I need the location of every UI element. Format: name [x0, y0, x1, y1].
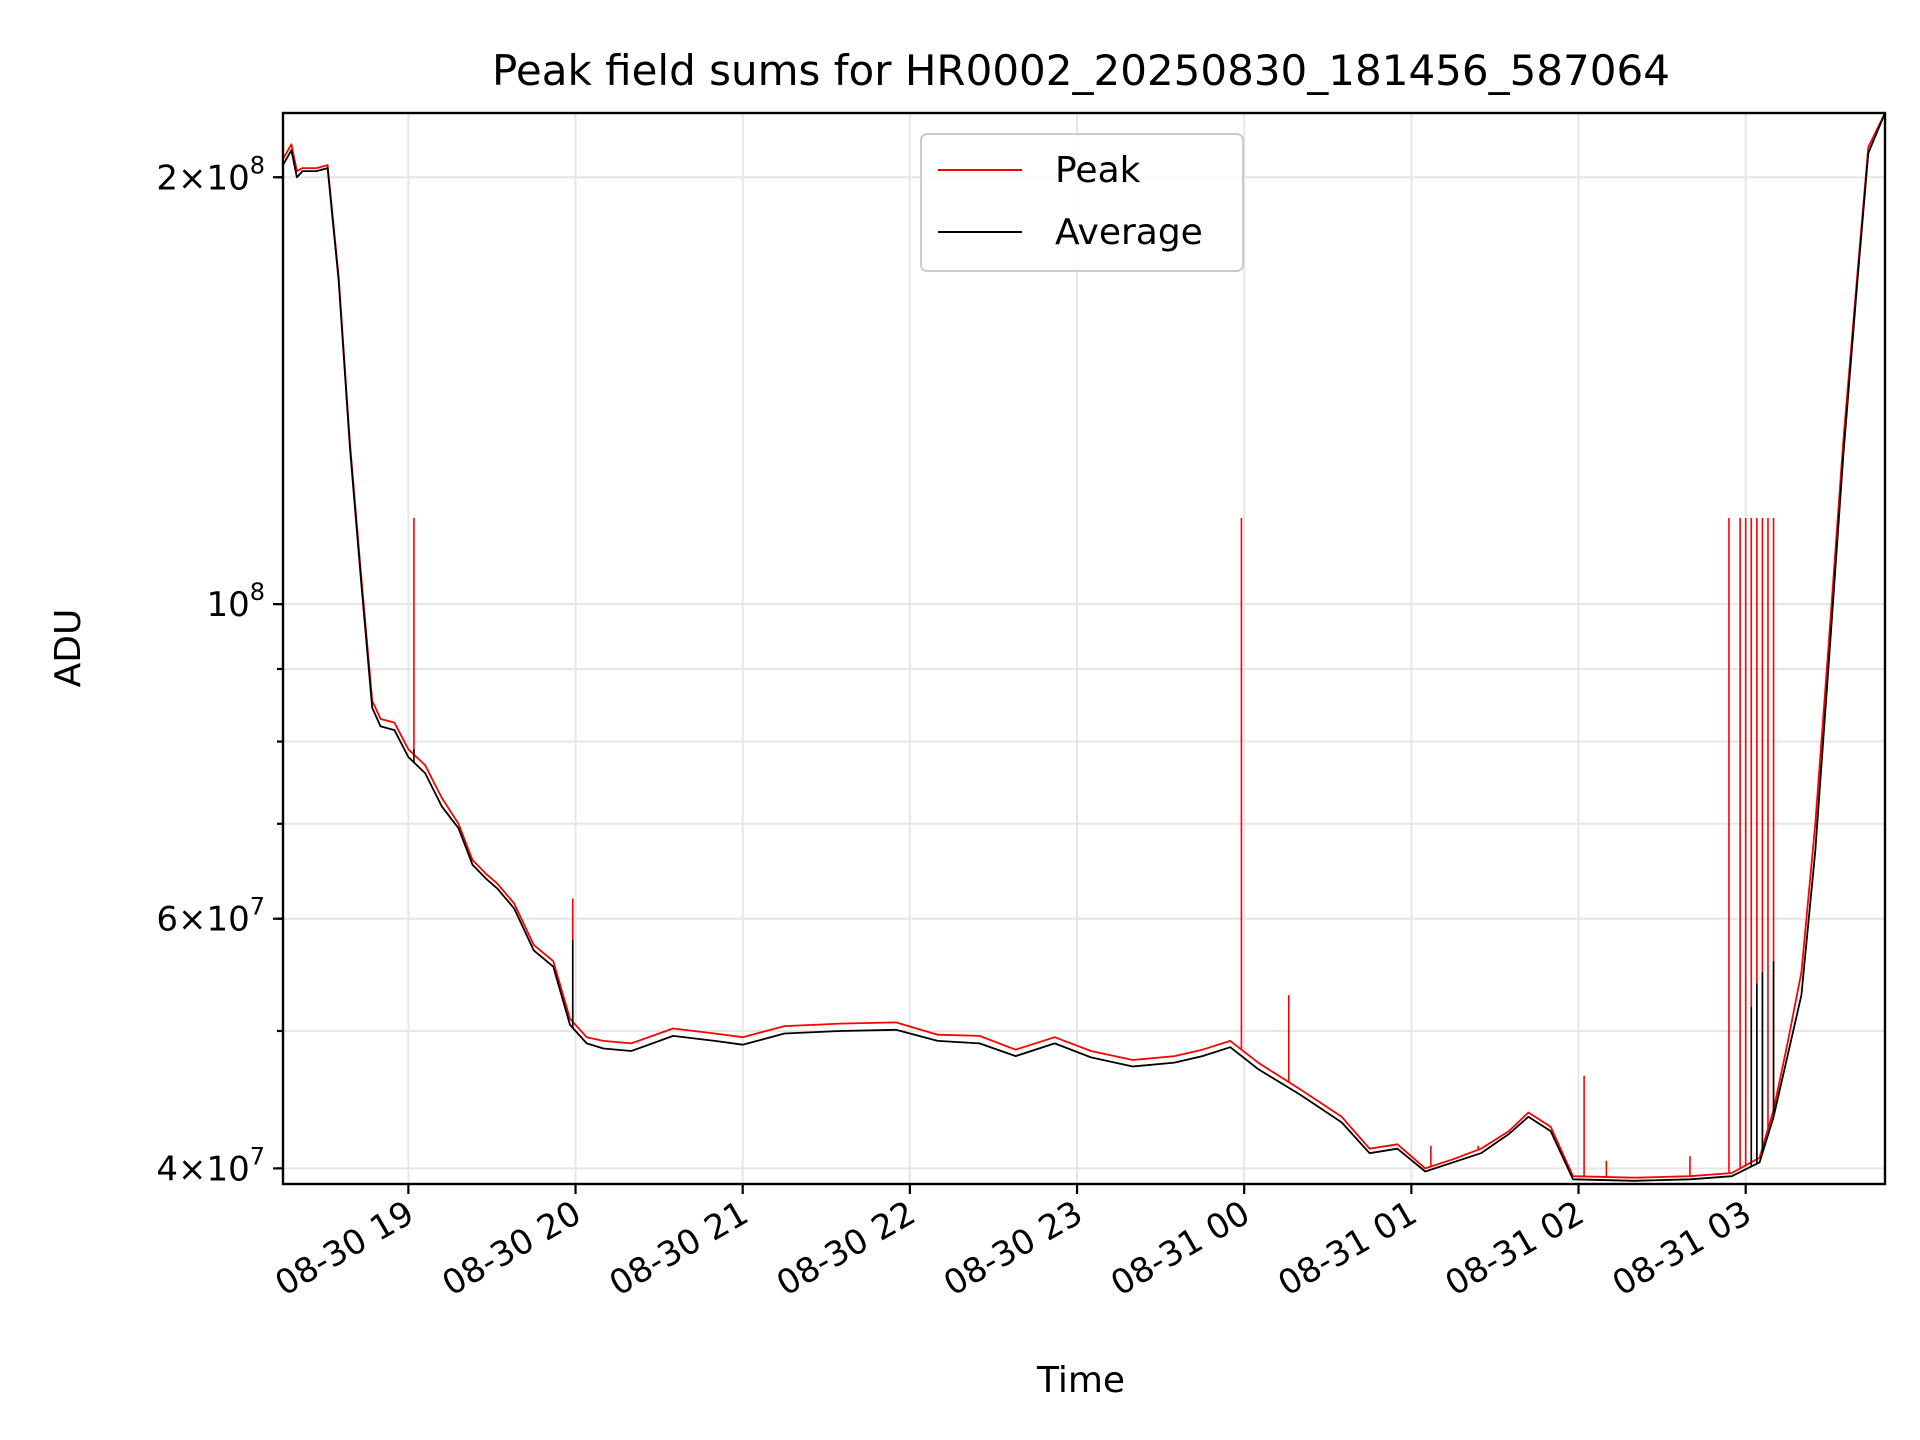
legend-label-average: Average [1055, 212, 1203, 253]
y-axis: 4×107 6×107 108 2×108 [156, 151, 283, 1189]
legend-box [920, 133, 1244, 272]
y-tick-label: 2×108 [156, 151, 265, 198]
x-axis-label: Time [1036, 1360, 1125, 1401]
legend: Peak Average [920, 133, 1244, 272]
series-line-average [283, 113, 1885, 1182]
series-peak [283, 113, 1885, 1179]
series-line-peak [283, 113, 1885, 1179]
y-tick-label: 4×107 [156, 1142, 265, 1189]
y-tick-label: 108 [206, 578, 265, 625]
plot-area-frame [281, 111, 1887, 1186]
series-layer [283, 113, 1885, 1182]
y-axis-label: ADU [48, 609, 89, 688]
series-average [283, 113, 1885, 1182]
grid-lines [283, 113, 1885, 1184]
y-tick-label: 6×107 [156, 893, 265, 940]
legend-label-peak: Peak [1055, 150, 1141, 191]
chart-title: Peak field sums for HR0002_20250830_1814… [492, 46, 1670, 95]
